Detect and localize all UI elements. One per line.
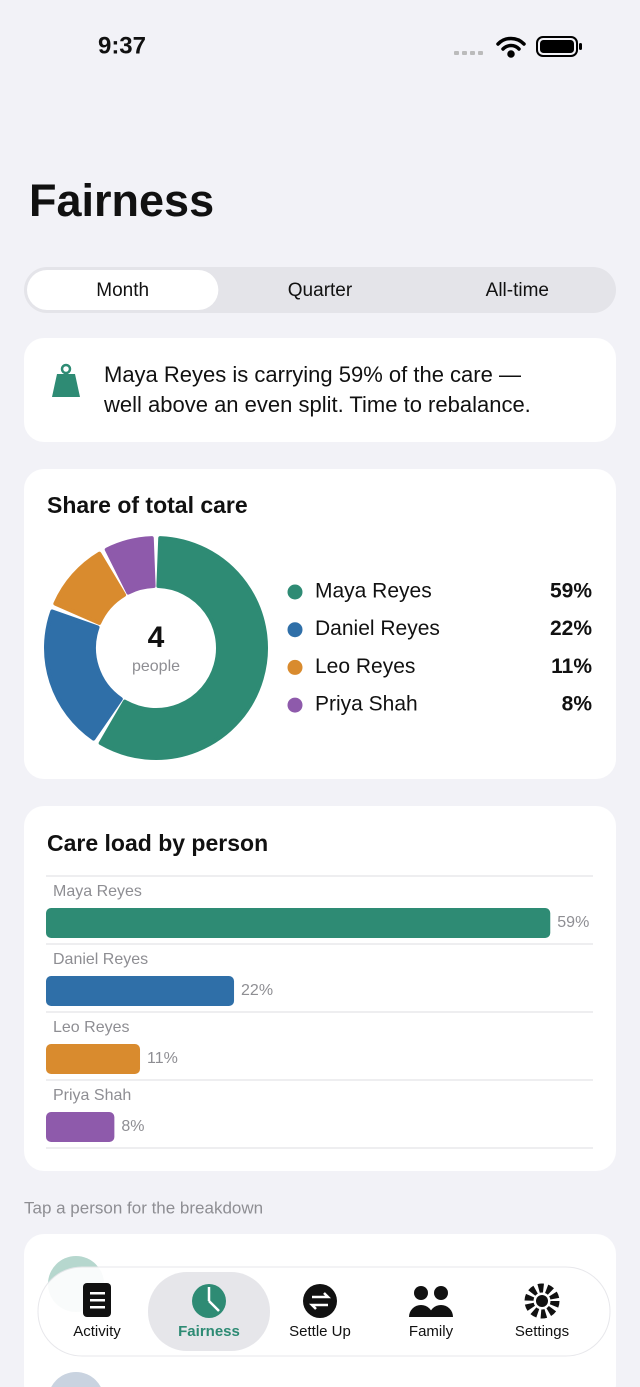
- bar: [46, 908, 551, 938]
- segment-label[interactable]: All-time: [486, 280, 549, 301]
- avatar: [51, 1372, 101, 1387]
- tab-label[interactable]: Settle Up: [289, 1323, 351, 1340]
- bar-value-label: 11%: [147, 1050, 178, 1067]
- tab-label[interactable]: Fairness: [178, 1323, 240, 1340]
- bar-value-label: 8%: [121, 1118, 144, 1135]
- weight-icon: [52, 363, 80, 397]
- tab-label[interactable]: Family: [409, 1323, 454, 1340]
- bar: [46, 1112, 115, 1142]
- legend-name: Leo Reyes: [315, 655, 415, 678]
- tab-icon-group: [303, 1284, 337, 1318]
- donut-center-value: 4: [148, 621, 165, 654]
- wifi: [496, 36, 526, 58]
- tab-icon-arrows: [308, 1292, 332, 1310]
- tab-icon-line: [90, 1292, 105, 1295]
- bar-name: Daniel Reyes: [53, 951, 148, 968]
- signal: [454, 51, 483, 55]
- segment-selected[interactable]: [27, 270, 219, 310]
- segment-label[interactable]: Quarter: [288, 280, 353, 301]
- card-title: Care load by person: [47, 830, 268, 856]
- tab-label[interactable]: Settings: [515, 1323, 569, 1340]
- tab-icon-line: [90, 1299, 105, 1302]
- battery: [536, 36, 582, 57]
- tab-icon: [524, 1283, 560, 1319]
- donut-center-label: people: [132, 658, 180, 675]
- legend-value: 8%: [562, 693, 593, 716]
- legend: Maya Reyes 59% Daniel Reyes 22% Leo Reyes 11%…: [287, 580, 593, 716]
- tab-icon: [536, 1295, 548, 1307]
- tabs: Activity Fairness Settle Up Family Settings: [73, 1272, 569, 1351]
- hint: Tap a person for the breakdown: [24, 1198, 263, 1217]
- donut-segment: [53, 551, 127, 625]
- legend-name: Daniel Reyes: [315, 617, 440, 640]
- bar: [46, 1044, 141, 1074]
- tab-icon-group: [524, 1283, 560, 1319]
- page-title: Fairness: [29, 175, 214, 226]
- tab-icon: [414, 1286, 428, 1300]
- donut-segment: [98, 536, 268, 760]
- tab-icon: [409, 1305, 433, 1317]
- segment-label[interactable]: Month: [96, 280, 149, 301]
- bar-value-label: 59%: [557, 914, 589, 931]
- donut: [44, 536, 268, 760]
- tab-icon: [303, 1284, 337, 1318]
- donut-segment: [44, 609, 123, 741]
- card-title: Share of total care: [47, 492, 248, 518]
- legend-value: 59%: [550, 580, 592, 603]
- tab-icon-group: [83, 1283, 111, 1317]
- tab-label[interactable]: Activity: [73, 1323, 121, 1340]
- bar-name: Priya Shah: [53, 1087, 131, 1104]
- alert-card: [24, 338, 616, 442]
- bar-chart: Maya Reyes 59% Daniel Reyes 22% Leo Reyes 11%…: [46, 875, 593, 1149]
- legend-dot: [287, 622, 303, 638]
- legend-name: Maya Reyes: [315, 580, 432, 603]
- bar-name: Leo Reyes: [53, 1019, 130, 1036]
- status-time: 9:37: [98, 32, 146, 59]
- tab-icon-line: [90, 1306, 105, 1309]
- donut-segment: [104, 536, 156, 595]
- legend-value: 22%: [550, 617, 592, 640]
- tab-icon-group: [409, 1286, 453, 1317]
- alert-text: Maya Reyes is carrying 59% of the care —: [104, 362, 521, 387]
- bar: [46, 976, 235, 1006]
- legend-dot: [287, 697, 303, 713]
- tab-icon: [429, 1305, 453, 1317]
- legend-value: 11%: [551, 655, 592, 678]
- segments: Month Quarter All-time: [27, 270, 549, 310]
- tab-icon: [434, 1286, 448, 1300]
- bar-value-label: 22%: [241, 982, 273, 999]
- legend-dot: [287, 584, 303, 600]
- tab-icon-group: [192, 1284, 226, 1318]
- legend-name: Priya Shah: [315, 693, 418, 716]
- legend-dot: [287, 659, 303, 675]
- tab-icon-slice: [207, 1287, 220, 1312]
- bar-name: Maya Reyes: [53, 883, 142, 900]
- alert-text: well above an even split. Time to rebala…: [103, 392, 531, 417]
